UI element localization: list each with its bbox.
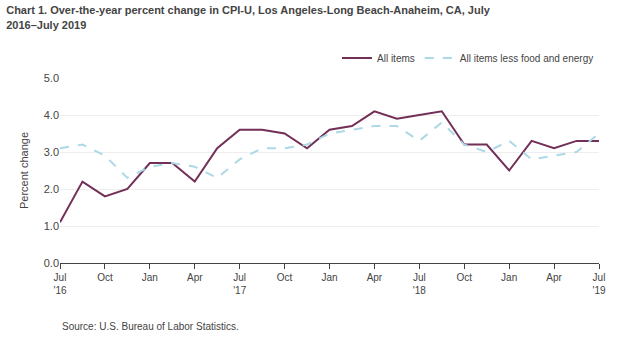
svg-text:3.0: 3.0: [44, 146, 59, 158]
svg-text:Oct: Oct: [97, 272, 113, 283]
svg-text:Percent change: Percent change: [18, 132, 30, 209]
svg-text:Jan: Jan: [142, 272, 158, 283]
svg-text:Jul'18: Jul'18: [413, 272, 426, 296]
svg-text:2.0: 2.0: [44, 183, 59, 195]
svg-text:Chart 1. Over-the-year percent: Chart 1. Over-the-year percent change in…: [6, 4, 491, 30]
svg-text:All items less food and energy: All items less food and energy: [460, 53, 593, 64]
svg-text:Apr: Apr: [367, 272, 383, 283]
svg-text:1.0: 1.0: [44, 220, 59, 232]
svg-text:Apr: Apr: [187, 272, 203, 283]
svg-text:4.0: 4.0: [44, 109, 59, 121]
svg-text:0.0: 0.0: [44, 257, 59, 269]
svg-text:Jul'19: Jul'19: [592, 272, 605, 296]
svg-text:Source: U.S. Bureau of Labor S: Source: U.S. Bureau of Labor Statistics.: [62, 321, 239, 332]
svg-text:5.0: 5.0: [44, 72, 59, 84]
svg-text:Apr: Apr: [546, 272, 562, 283]
svg-text:Jul'16: Jul'16: [53, 272, 66, 296]
svg-text:All items: All items: [377, 53, 415, 64]
svg-text:Oct: Oct: [456, 272, 472, 283]
svg-text:Jul'17: Jul'17: [233, 272, 246, 296]
svg-text:Jan: Jan: [501, 272, 517, 283]
svg-text:Oct: Oct: [277, 272, 293, 283]
svg-text:Jan: Jan: [321, 272, 337, 283]
